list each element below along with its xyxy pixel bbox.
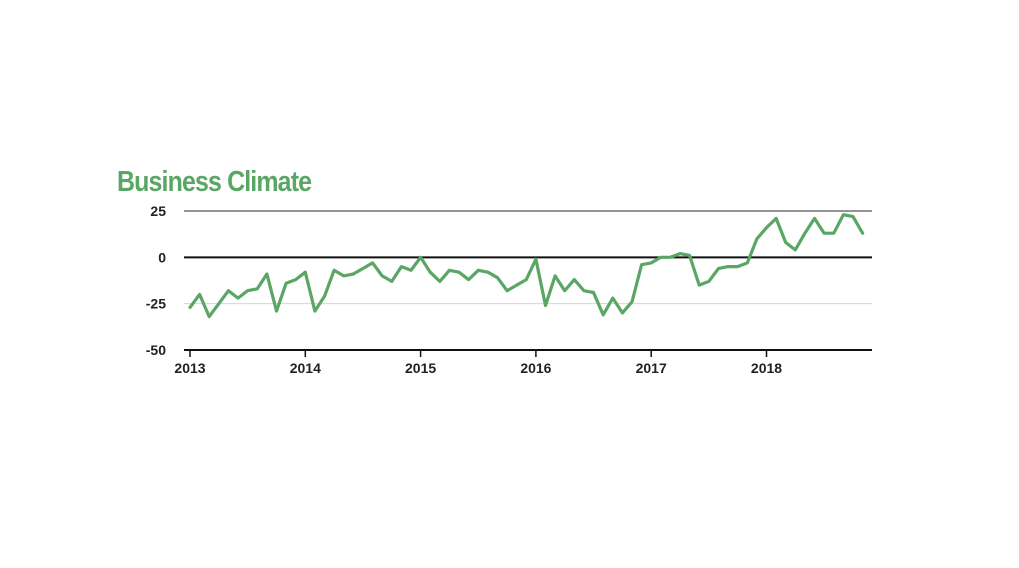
- x-tick-label: 2013: [174, 360, 205, 376]
- x-tick-label: 2016: [520, 360, 551, 376]
- y-axis-ticks: 25 0 -25 -50: [146, 203, 166, 358]
- x-tick-label: 2018: [751, 360, 782, 376]
- y-tick-label: 25: [150, 203, 166, 219]
- x-tick-label: 2017: [636, 360, 667, 376]
- y-tick-label: 0: [158, 249, 166, 265]
- x-axis-ticks: 2013 2014 2015 2016 2017 2018: [174, 350, 782, 376]
- chart-title: Business Climate: [117, 166, 312, 198]
- y-tick-label: -50: [146, 342, 166, 358]
- gridlines: [184, 210, 872, 305]
- x-tick-label: 2015: [405, 360, 436, 376]
- x-tick-label: 2014: [290, 360, 321, 376]
- series-group: [188, 213, 865, 319]
- series-line: [188, 213, 865, 319]
- y-tick-label: -25: [146, 296, 166, 312]
